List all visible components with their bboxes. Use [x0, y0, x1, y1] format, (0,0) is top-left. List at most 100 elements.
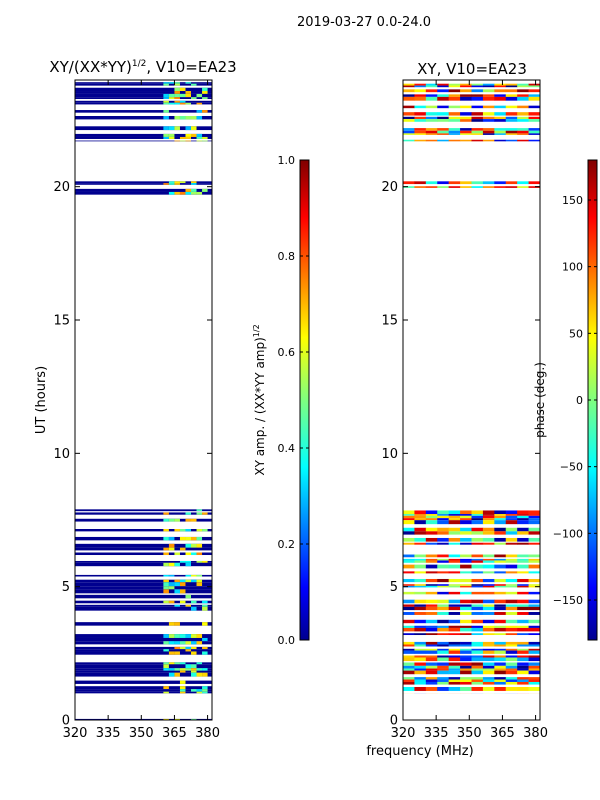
right-cell	[482, 657, 495, 662]
right-cell	[414, 133, 427, 135]
right-cell	[482, 116, 495, 120]
right-cell	[494, 665, 507, 669]
right-cell	[528, 665, 541, 669]
left-cell	[168, 574, 175, 577]
left-cell	[191, 574, 197, 577]
right-band	[403, 510, 541, 694]
right-cell	[494, 560, 507, 563]
left-cell	[163, 536, 169, 541]
right-cell	[505, 133, 518, 135]
right-cell	[505, 686, 518, 691]
left-cell	[185, 664, 191, 669]
right-cell	[425, 94, 438, 97]
right-cell	[517, 94, 529, 97]
left-cell	[174, 562, 180, 567]
right-cell	[528, 633, 541, 636]
right-cell	[414, 83, 427, 86]
right-cell	[448, 510, 461, 515]
right-cell	[528, 542, 541, 545]
left-cell	[202, 560, 208, 563]
right-cell	[482, 83, 495, 86]
right-cell	[482, 670, 495, 675]
left-cell	[179, 680, 186, 684]
left-cell	[174, 529, 180, 532]
right-cell	[448, 139, 461, 142]
right-cell	[471, 625, 484, 628]
right-cell	[460, 112, 472, 116]
left-colorbar-tick-label: 0.4	[278, 442, 296, 455]
right-cell	[414, 665, 427, 669]
right-cell	[425, 531, 438, 535]
right-cell	[528, 644, 541, 647]
right-cell	[425, 116, 438, 120]
left-cell	[168, 641, 175, 645]
right-cell	[448, 537, 461, 542]
right-cell	[437, 105, 449, 109]
left-cell	[163, 552, 169, 556]
left-cell	[174, 100, 180, 103]
right-cell	[528, 641, 541, 645]
right-cell	[425, 554, 438, 558]
left-cell	[191, 518, 197, 522]
right-cell	[482, 648, 495, 651]
right-cell	[471, 139, 484, 142]
right-cell	[460, 657, 472, 662]
left-strip	[75, 641, 212, 645]
right-cell	[505, 560, 518, 563]
right-cell	[505, 531, 518, 535]
right-cell	[505, 558, 518, 561]
right-cell	[448, 599, 461, 604]
right-cell	[494, 564, 507, 569]
right-cell	[448, 679, 461, 682]
right-cell	[414, 139, 427, 142]
right-cell	[437, 657, 449, 662]
right-cell	[505, 679, 518, 682]
right-cell	[494, 112, 507, 116]
right-cell	[460, 612, 472, 615]
right-cell	[425, 515, 438, 519]
left-cell	[174, 668, 180, 671]
right-cell	[482, 139, 495, 142]
right-cell	[471, 679, 484, 682]
right-cell	[460, 116, 472, 120]
left-cell	[196, 116, 203, 120]
right-cell	[482, 520, 495, 525]
right-cell	[471, 670, 484, 675]
left-cell	[202, 140, 208, 142]
right-cell	[403, 510, 415, 515]
right-cell	[460, 627, 472, 632]
left-cell	[163, 574, 169, 577]
right-cell	[517, 619, 529, 624]
left-cell	[196, 552, 203, 556]
left-cell	[163, 529, 169, 532]
right-cell	[505, 627, 518, 632]
right-cell	[414, 520, 427, 525]
left-cell	[185, 91, 191, 94]
left-strip	[75, 634, 212, 638]
left-cell	[196, 543, 203, 548]
right-cell	[494, 612, 507, 615]
left-cell	[202, 651, 208, 655]
right-cell	[460, 633, 472, 636]
right-cell	[425, 186, 438, 188]
right-cell	[517, 591, 529, 595]
right-cell	[403, 604, 415, 607]
left-cell	[168, 672, 175, 677]
right-cell	[471, 571, 484, 574]
right-cell	[448, 665, 461, 669]
right-cell	[437, 94, 449, 97]
right-cell	[494, 625, 507, 628]
left-cell	[191, 116, 197, 120]
right-cell	[505, 116, 518, 120]
right-cell	[448, 633, 461, 636]
right-cell	[425, 518, 438, 521]
right-cell	[517, 625, 529, 628]
right-cell	[425, 670, 438, 675]
right-cell	[460, 96, 472, 101]
left-cell	[174, 191, 180, 195]
right-cell	[460, 591, 472, 595]
right-cell	[403, 585, 415, 588]
right-cell	[494, 514, 507, 516]
right-cell	[505, 612, 518, 615]
right-cell	[437, 619, 449, 624]
